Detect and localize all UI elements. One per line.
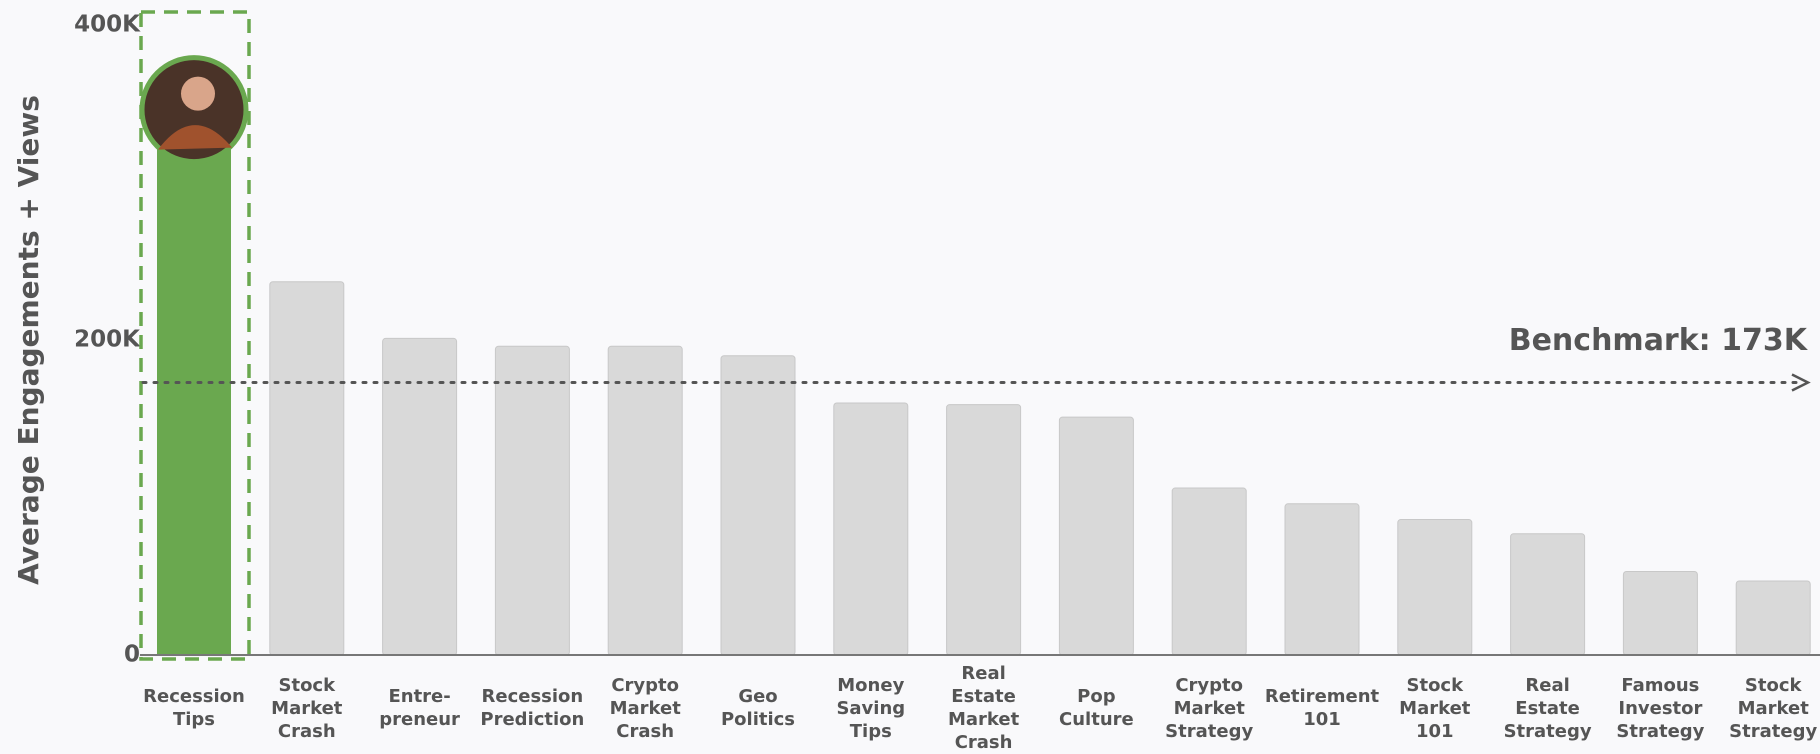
- bar: [269, 281, 345, 656]
- x-tick-label: Money Saving Tips: [836, 674, 906, 742]
- bar: [157, 111, 231, 655]
- x-tick-label: Recession Tips: [143, 686, 245, 730]
- y-tick-label: 200K: [74, 327, 141, 353]
- x-tick-label: Retirement 101: [1264, 686, 1380, 730]
- x-tick-label: Pop Culture: [1059, 686, 1134, 730]
- x-tick-label: Stock Market Crash: [271, 674, 343, 742]
- bar: [1510, 533, 1586, 656]
- bar: [382, 337, 458, 656]
- avatar-body: [158, 125, 232, 150]
- y-tick-label: 400K: [74, 12, 141, 38]
- x-tick-label: Real Estate Market Crash: [947, 663, 1020, 753]
- bar: [1622, 571, 1698, 656]
- x-tick-label: Geo Politics: [720, 686, 796, 730]
- x-tick-label: Stock Market Strategy: [1729, 674, 1818, 742]
- avatar-face: [181, 76, 215, 111]
- y-axis-title: Average Engagements + Views: [12, 95, 45, 585]
- bar: [1058, 416, 1134, 656]
- x-tick-label: Stock Market 101: [1399, 674, 1471, 742]
- x-tick-label: Crypto Market Strategy: [1165, 674, 1254, 742]
- x-tick-label: Real Estate Strategy: [1503, 674, 1592, 742]
- x-tick-label: Recession Prediction: [480, 686, 585, 730]
- bar: [1284, 503, 1360, 656]
- x-tick-label: Crypto Market Crash: [609, 674, 681, 742]
- benchmark-label: Benchmark: 173K: [1509, 323, 1809, 358]
- benchmark-arrow: [1791, 373, 1811, 392]
- highlight-frame: [139, 10, 251, 661]
- x-tick-label: Famous Investor Strategy: [1616, 674, 1705, 742]
- bar: [607, 345, 683, 656]
- bar: [494, 345, 570, 656]
- bar: [1735, 580, 1811, 656]
- bar: [833, 402, 909, 656]
- bar: [1171, 487, 1247, 656]
- bar: [720, 355, 796, 656]
- bar: [1397, 519, 1473, 656]
- bar: [946, 404, 1022, 656]
- x-tick-label: Entre- preneur: [379, 686, 460, 730]
- y-tick-label: 0: [124, 642, 140, 668]
